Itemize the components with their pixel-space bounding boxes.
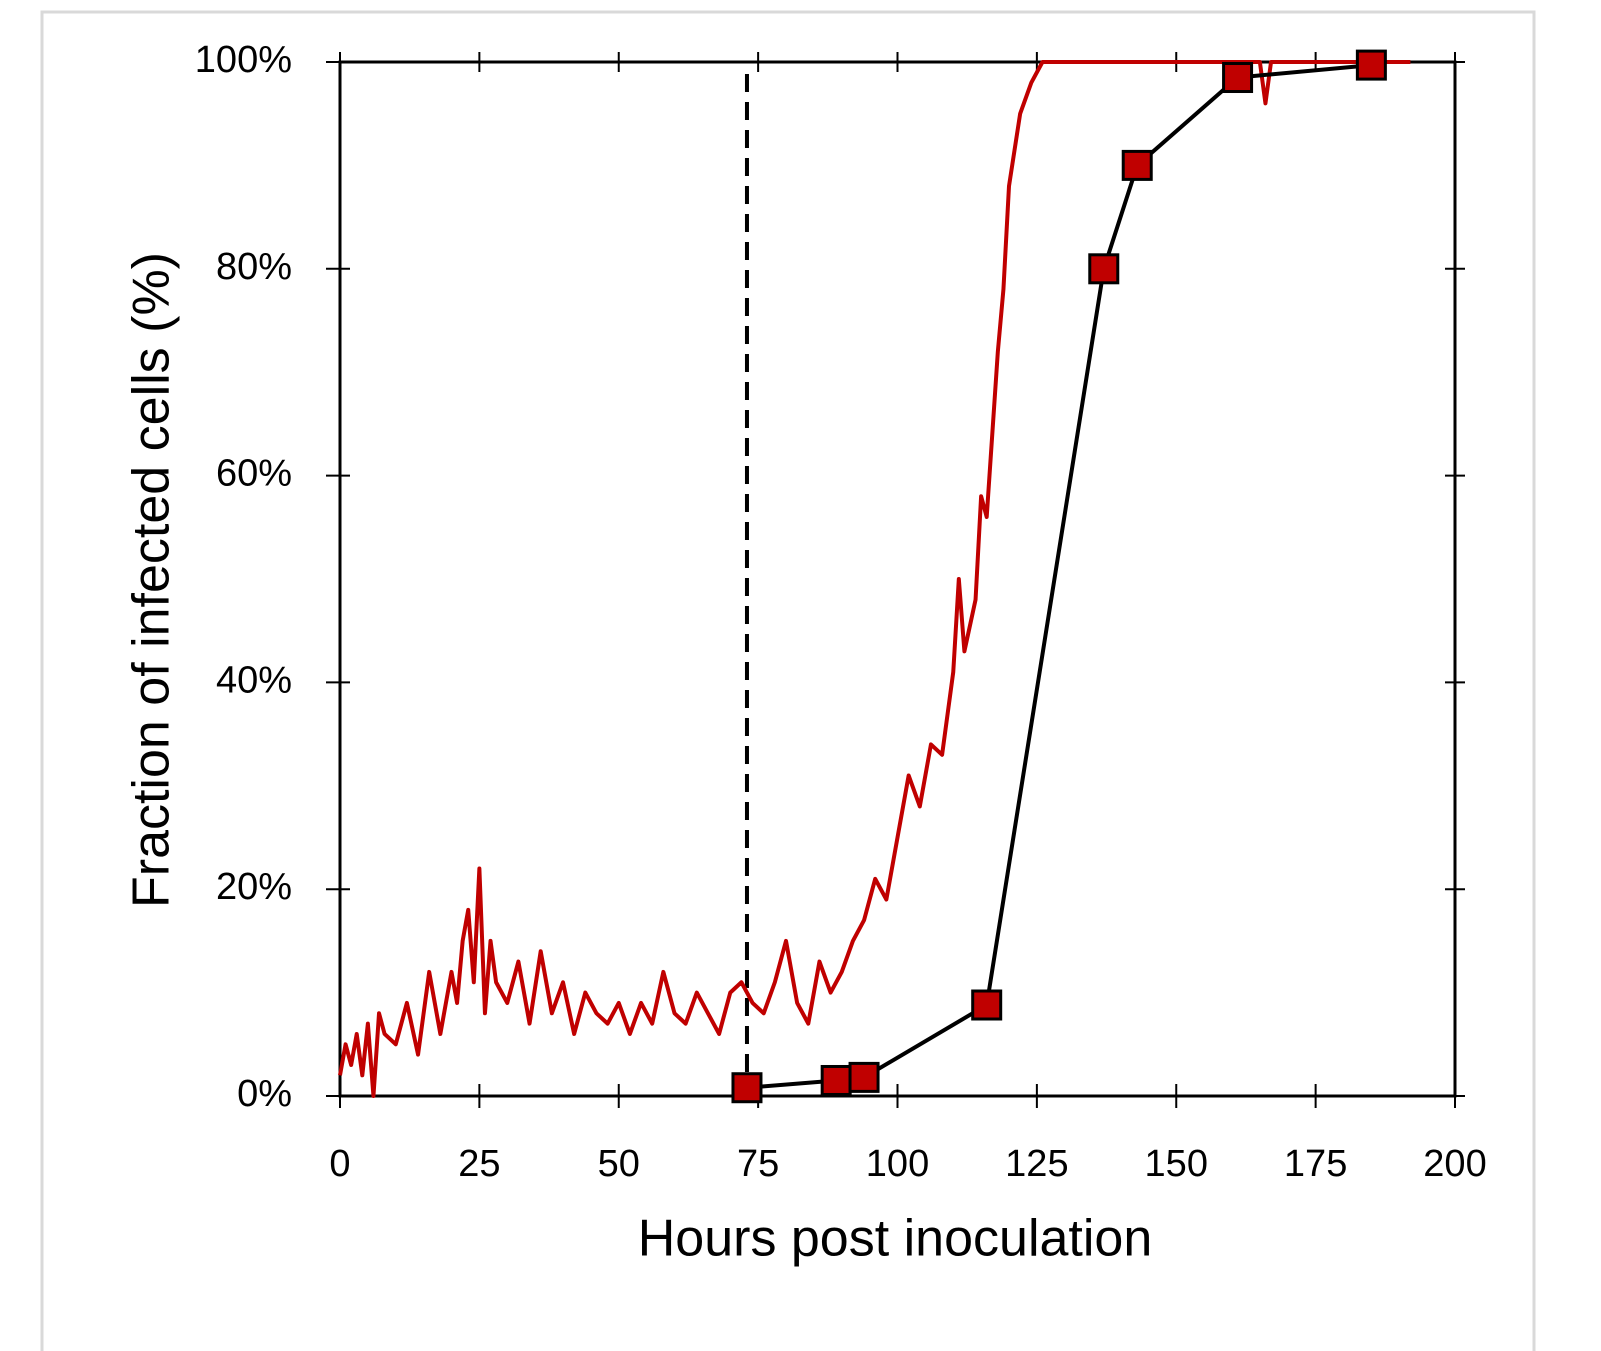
x-tick-label: 150 xyxy=(1145,1143,1208,1185)
data-point xyxy=(820,1064,852,1096)
x-tick-label: 25 xyxy=(458,1143,500,1185)
x-tick-label: 50 xyxy=(598,1143,640,1185)
x-tick-label: 175 xyxy=(1284,1143,1347,1185)
data-point xyxy=(971,989,1003,1021)
data-point xyxy=(848,1061,880,1093)
y-tick-label: 0% xyxy=(237,1073,292,1115)
data-point xyxy=(1222,62,1254,94)
x-tick-label: 100 xyxy=(866,1143,929,1185)
data-point xyxy=(1121,149,1153,181)
data-point xyxy=(1355,49,1387,81)
x-tick-label: 75 xyxy=(737,1143,779,1185)
x-tick-label: 200 xyxy=(1423,1143,1486,1185)
data-point xyxy=(731,1072,763,1104)
series-line xyxy=(338,60,1411,1098)
x-axis-title: Hours post inoculation xyxy=(638,1210,1153,1268)
x-tick-label: 125 xyxy=(1005,1143,1068,1185)
x-tick-label: 0 xyxy=(329,1143,350,1185)
y-tick-label: 60% xyxy=(216,453,292,495)
y-tick-label: 40% xyxy=(216,659,292,701)
chart-border xyxy=(40,10,1536,1351)
y-tick-label: 100% xyxy=(195,39,292,81)
y-tick-label: 20% xyxy=(216,866,292,908)
y-axis-title: Fraction of infected cells (%) xyxy=(123,252,181,908)
y-tick-label: 80% xyxy=(216,246,292,288)
data-point xyxy=(1088,253,1120,285)
